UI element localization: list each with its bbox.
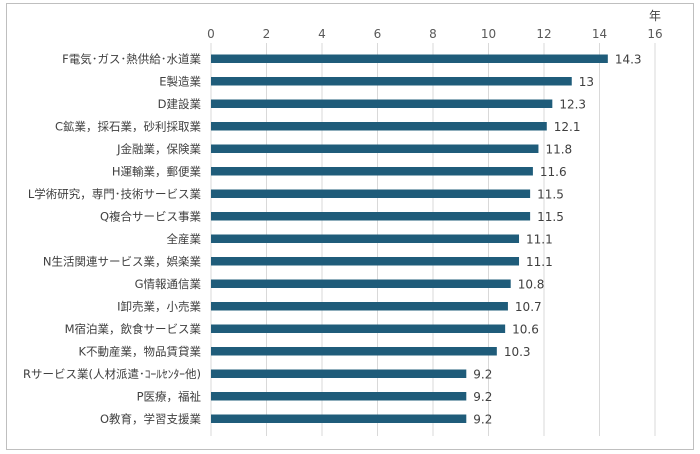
bars [211, 54, 608, 423]
bar [211, 324, 506, 333]
bar [211, 279, 511, 288]
category-label: G情報通信業 [135, 277, 202, 291]
x-tick-label: 4 [318, 27, 326, 41]
bar [211, 99, 553, 108]
bar [211, 414, 467, 423]
bar [211, 189, 531, 198]
x-tick-label: 8 [429, 27, 437, 41]
category-label: 全産業 [167, 232, 202, 246]
value-label: 10.3 [504, 345, 531, 359]
category-label: P医療，福祉 [137, 389, 202, 403]
bar [211, 302, 508, 311]
value-label: 11.8 [545, 142, 572, 156]
category-label: O教育，学習支援業 [100, 412, 202, 426]
x-tick-label: 16 [647, 27, 662, 41]
category-label: K不動産業，物品賃貸業 [78, 344, 201, 358]
category-label: C鉱業，採石業，砂利採取業 [55, 119, 202, 133]
value-label: 13 [579, 75, 594, 89]
category-labels: F電気･ガス･熱供給･水道業 E製造業 D建設業 C鉱業，採石業，砂利採取業 J金融業，… [23, 52, 201, 426]
value-label: 10.8 [518, 277, 545, 291]
axis-unit-label: 年 [649, 9, 661, 23]
x-tick-labels: 0 2 4 6 8 10 12 14 16 [207, 27, 662, 41]
category-label: D建設業 [158, 97, 202, 111]
category-label: F電気･ガス･熱供給･水道業 [62, 52, 201, 66]
category-label: L学術研究，専門･技術サービス業 [28, 187, 202, 201]
bar [211, 212, 531, 221]
value-label: 12.1 [554, 120, 581, 134]
category-label: J金融業，保険業 [116, 142, 201, 156]
category-label: E製造業 [159, 74, 201, 88]
value-label: 11.1 [526, 232, 553, 246]
bar [211, 392, 467, 401]
bar [211, 234, 520, 243]
category-label: Q複合サービス事業 [100, 209, 202, 223]
value-label: 9.2 [473, 412, 492, 426]
bar [211, 77, 572, 86]
bar [211, 167, 533, 176]
bar [211, 257, 520, 266]
value-label: 10.7 [515, 300, 542, 314]
value-label: 12.3 [559, 97, 586, 111]
bar [211, 54, 608, 63]
x-tick-label: 2 [263, 27, 271, 41]
category-label: H運輸業，郵便業 [112, 164, 202, 178]
bar [211, 122, 547, 131]
x-tick-label: 0 [207, 27, 215, 41]
bar [211, 369, 467, 378]
value-label: 9.2 [473, 367, 492, 381]
bar [211, 144, 539, 153]
category-label: N生活関連サービス業，娯楽業 [43, 254, 202, 268]
value-labels: 14.3 13 12.3 12.1 11.8 11.6 11.5 11.5 11.1 11.1 10… [473, 52, 641, 426]
value-label: 11.6 [540, 165, 567, 179]
value-label: 11.5 [537, 187, 564, 201]
value-label: 9.2 [473, 390, 492, 404]
value-label: 11.1 [526, 255, 553, 269]
category-label: Rサービス業(人材派遣･ｺｰﾙｾﾝﾀｰ他) [23, 367, 201, 381]
value-label: 11.5 [537, 210, 564, 224]
x-tick-label: 6 [374, 27, 382, 41]
category-label: M宿泊業，飲食サービス業 [65, 322, 202, 336]
value-label: 10.6 [512, 322, 539, 336]
category-label: I卸売業，小売業 [117, 299, 201, 313]
value-label: 14.3 [615, 52, 642, 66]
x-tick-label: 14 [592, 27, 607, 41]
x-tick-label: 12 [536, 27, 551, 41]
x-tick-label: 10 [481, 27, 496, 41]
bar [211, 347, 497, 356]
